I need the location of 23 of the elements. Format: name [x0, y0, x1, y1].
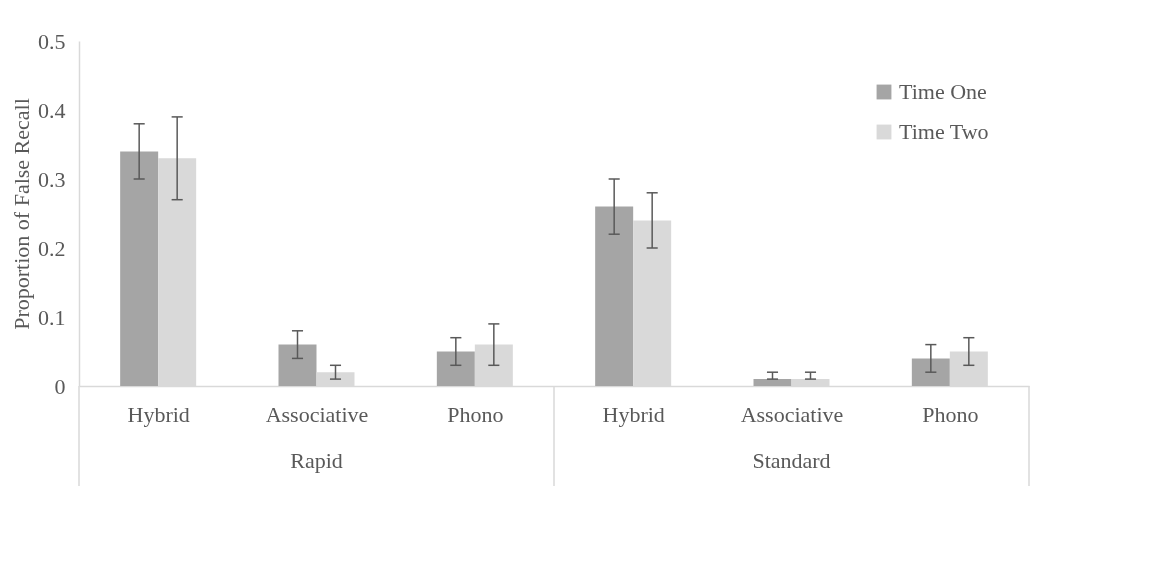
y-tick-label: 0 [54, 373, 66, 399]
y-tick-label: 0.5 [38, 28, 66, 54]
text: Rapid [290, 448, 343, 473]
x-tick-label: Associative [265, 401, 369, 427]
x-tick-label: Phono [922, 401, 979, 427]
text: Standard [752, 448, 831, 473]
bar [595, 206, 634, 386]
x-tick-label: Hybrid [602, 401, 665, 427]
bar [120, 151, 159, 386]
y-tick-label: 0.1 [38, 304, 66, 330]
y-axis-title: Proportion of False Recall [9, 98, 34, 330]
legend-label: Time One [899, 79, 987, 104]
y-tick-label: 0.3 [38, 166, 66, 192]
x-tick-label: Associative [740, 401, 844, 427]
bar [278, 344, 317, 386]
bar [753, 379, 792, 386]
y-tick-label: 0.4 [38, 97, 66, 123]
x-tick-label: Hybrid [127, 401, 190, 427]
y-tick-label: 0.2 [38, 235, 66, 261]
bar [436, 351, 475, 386]
bar [911, 358, 950, 386]
legend-label: Time Two [899, 119, 989, 144]
x-tick-label: Phono [447, 401, 504, 427]
